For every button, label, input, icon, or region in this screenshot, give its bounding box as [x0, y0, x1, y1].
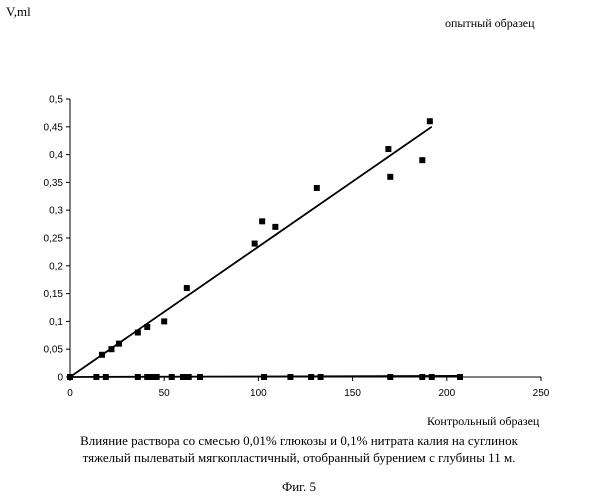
tick-labels: 0 0,05 0,1 0,15 0,2 0,25 0,3 0,35 0,4 0,45 0,5 0 50 1…: [44, 95, 550, 400]
data-point: [67, 374, 73, 380]
data-point: [93, 374, 99, 380]
y-tick-label: 0: [57, 373, 63, 384]
data-point: [197, 374, 203, 380]
data-point: [387, 174, 393, 180]
y-tick-label: 0,2: [49, 261, 63, 272]
x-tick-label: 150: [344, 388, 361, 399]
y-tick-label: 0,4: [49, 150, 63, 161]
y-tick-label: 0,05: [44, 345, 64, 356]
axes: [66, 99, 541, 381]
x-tick-label: 250: [533, 388, 550, 399]
data-point: [318, 374, 324, 380]
data-point: [252, 241, 258, 247]
data-point: [419, 374, 425, 380]
data-point: [427, 118, 433, 124]
y-tick-label: 0,1: [49, 317, 63, 328]
data-point: [429, 374, 435, 380]
data-point: [419, 157, 425, 163]
y-tick-label: 0,35: [44, 178, 64, 189]
data-point: [135, 330, 141, 336]
data-point: [103, 374, 109, 380]
data-point: [184, 285, 190, 291]
data-point: [385, 146, 391, 152]
data-point: [261, 374, 267, 380]
data-point: [308, 374, 314, 380]
scatter-chart: 0 0,05 0,1 0,15 0,2 0,25 0,3 0,35 0,4 0,45 0,5 0 50 1…: [0, 0, 598, 420]
figure-caption: Влияние раствора со смесью 0,01% глюкозы…: [0, 432, 598, 466]
x-tick-label: 100: [250, 388, 267, 399]
data-point: [148, 374, 154, 380]
x-tick-label: 0: [67, 388, 73, 399]
data-point: [287, 374, 293, 380]
data-point: [259, 218, 265, 224]
data-point: [186, 374, 192, 380]
caption-line-2: тяжелый пылеватый мягкопластичный, отобр…: [0, 449, 598, 466]
y-tick-label: 0,3: [49, 206, 63, 217]
y-tick-label: 0,25: [44, 234, 64, 245]
data-point: [272, 224, 278, 230]
data-point: [144, 324, 150, 330]
data-points: [67, 118, 463, 380]
y-tick-label: 0,5: [49, 95, 63, 106]
data-point: [457, 374, 463, 380]
data-point: [99, 352, 105, 358]
trendline: [70, 127, 432, 377]
figure-label: Фиг. 5: [0, 479, 598, 495]
x-tick-label: 50: [159, 388, 171, 399]
data-point: [154, 374, 160, 380]
y-tick-label: 0,15: [44, 289, 64, 300]
data-point: [314, 185, 320, 191]
data-point: [161, 318, 167, 324]
caption-line-1: Влияние раствора со смесью 0,01% глюкозы…: [0, 432, 598, 449]
x-tick-label: 200: [438, 388, 455, 399]
y-tick-label: 0,45: [44, 122, 64, 133]
trendlines: [70, 127, 460, 377]
x-axis-label: Контрольный образец: [427, 414, 539, 429]
data-point: [108, 346, 114, 352]
data-point: [116, 341, 122, 347]
data-point: [135, 374, 141, 380]
data-point: [387, 374, 393, 380]
data-point: [169, 374, 175, 380]
